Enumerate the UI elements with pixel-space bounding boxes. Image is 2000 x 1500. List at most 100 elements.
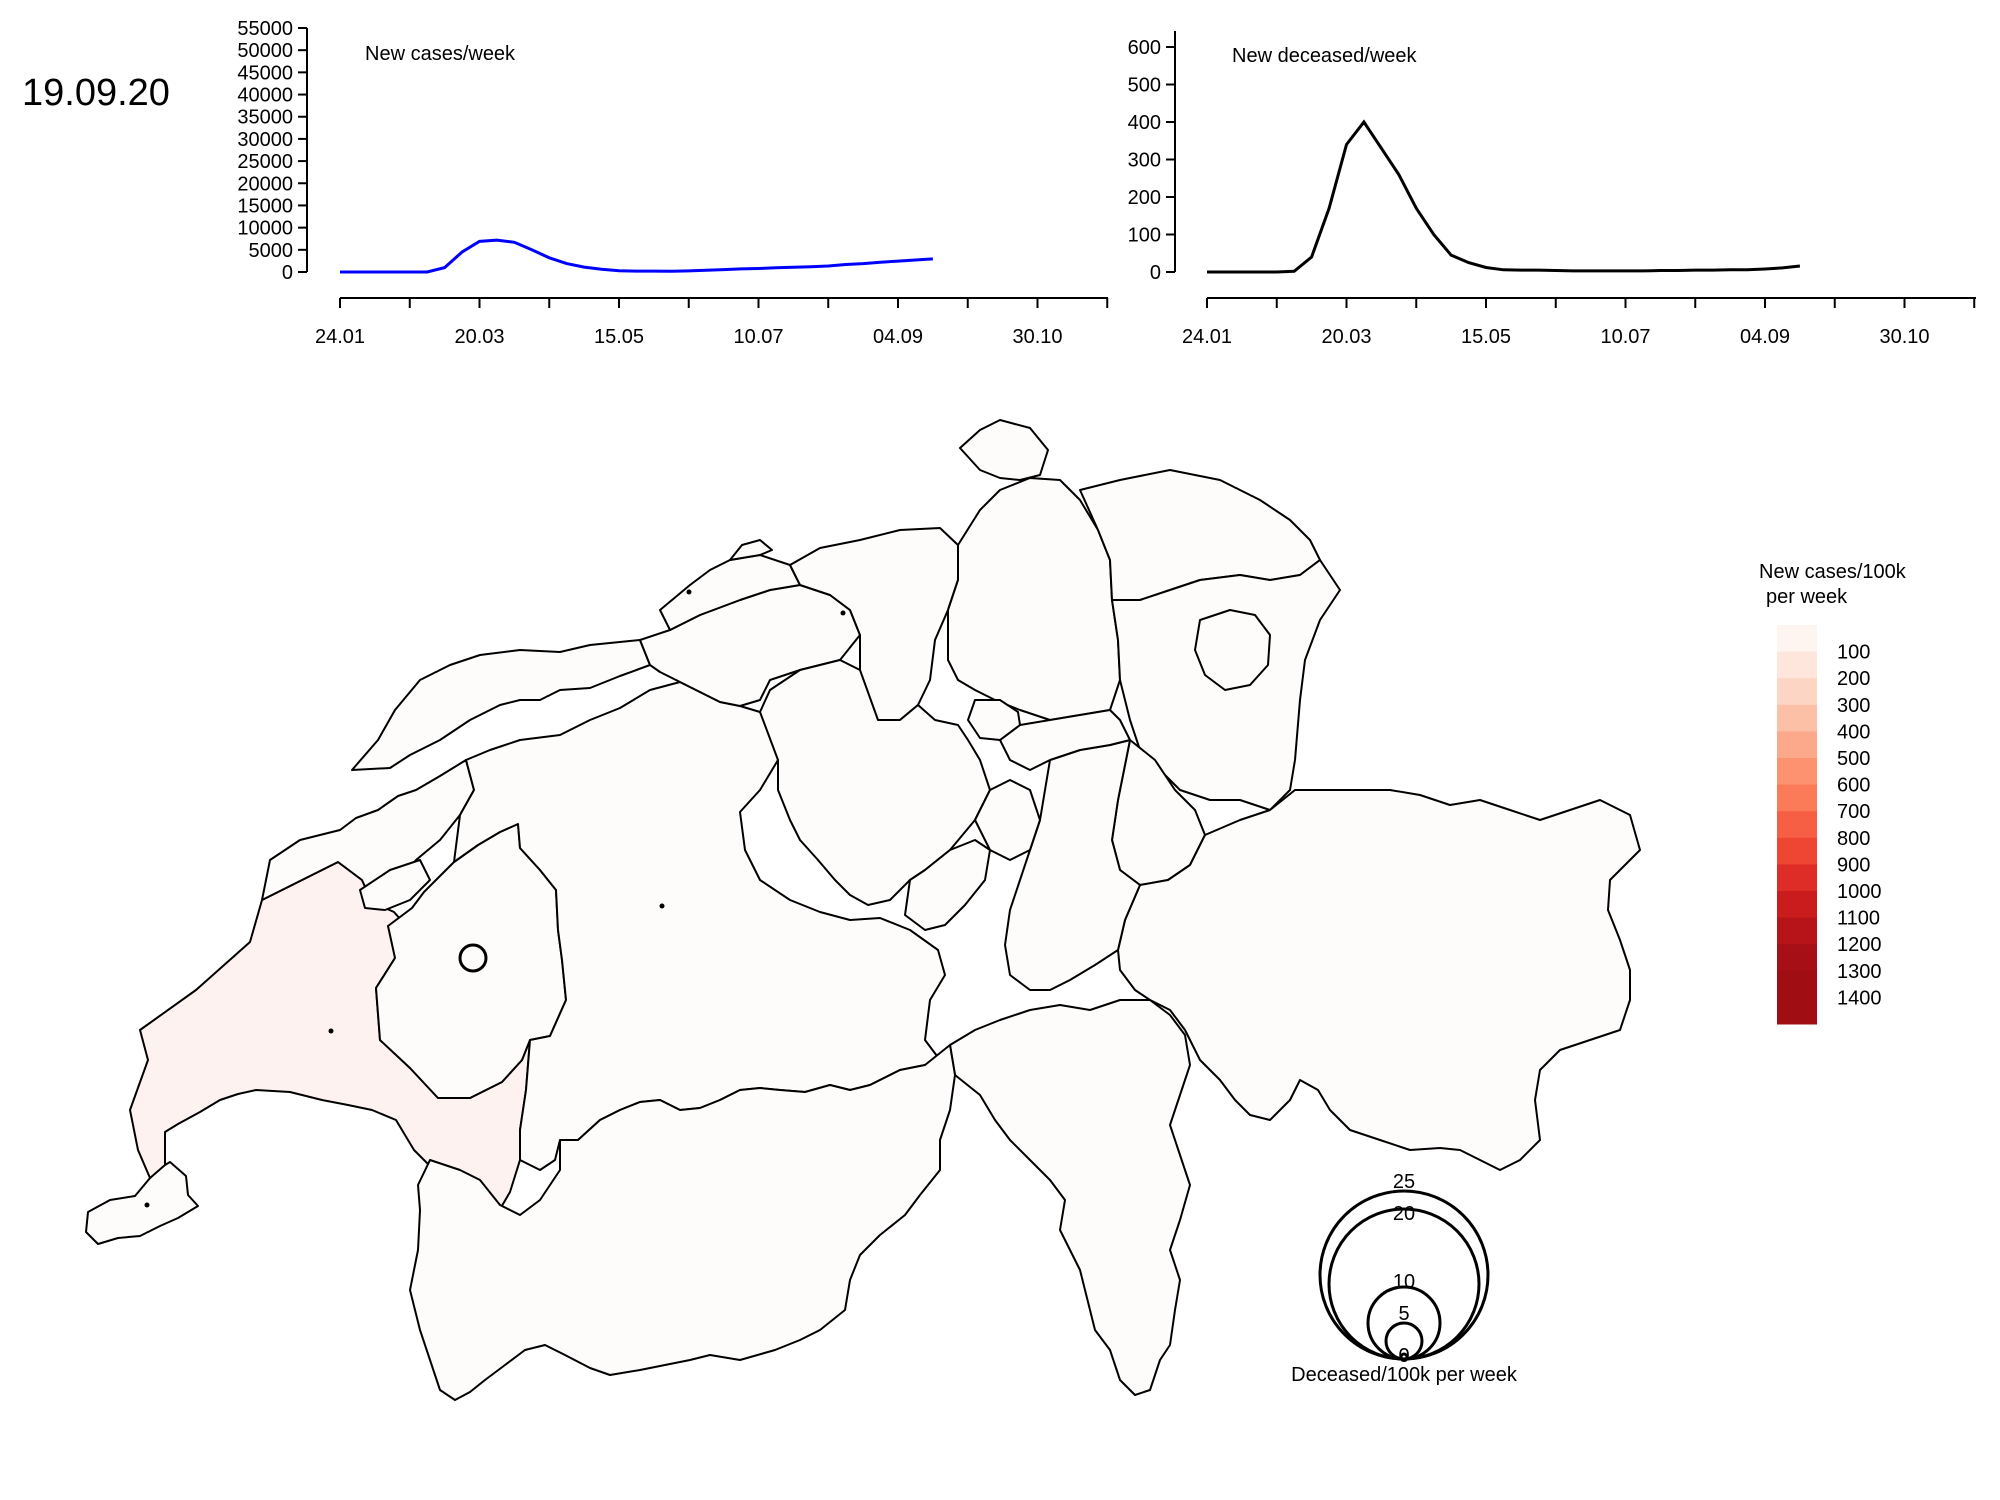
x-tick-label: 24.01: [1182, 326, 1232, 348]
y-tick-label: 0: [1150, 262, 1161, 284]
y-tick-label: 50000: [237, 40, 293, 62]
bubble-legend-title: Deceased/100k per week: [1291, 1364, 1518, 1386]
legend-label: 1100: [1837, 908, 1880, 930]
city-dot-basel: [686, 589, 692, 595]
x-tick-label: 20.03: [454, 326, 504, 348]
canton-graubuenden[interactable]: [1117, 789, 1641, 1171]
x-tick-label: 30.10: [1879, 326, 1929, 348]
chart-new-deceased-y-ticks: 0 100 200 300 400 500 600: [1128, 37, 1175, 284]
y-tick-label: 35000: [237, 107, 293, 129]
bubble-legend-circle-0: [1399, 1352, 1409, 1362]
legend-swatch: [1777, 625, 1817, 653]
legend-label: 300: [1837, 695, 1870, 717]
bubble-legend-value-20: 20: [1393, 1203, 1415, 1225]
chart-new-cases-x-ticks: 24.01 20.03 15.05 10.07 04.09 30.10: [315, 298, 1109, 348]
legend-swatch: [1777, 837, 1817, 865]
x-tick-label: 10.07: [733, 326, 783, 348]
canton-jura[interactable]: [351, 639, 651, 771]
lake-neuchatel: [359, 859, 431, 911]
legend-label: 700: [1837, 801, 1870, 823]
cases-color-legend: New cases/100k per week 100 200 300 400 500 6…: [1759, 561, 1907, 1025]
legend-swatch: [1777, 784, 1817, 812]
canton-obwalden[interactable]: [904, 839, 991, 931]
canton-aargau[interactable]: [789, 527, 959, 721]
city-dot-bern: [659, 903, 665, 909]
x-tick-label: 10.07: [1600, 326, 1650, 348]
city-dot-zurich: [840, 610, 846, 616]
legend-label: 900: [1837, 854, 1870, 876]
city-dot-geneva: [144, 1202, 150, 1208]
legend-label: 1400: [1837, 987, 1882, 1009]
canton-basel-stadt[interactable]: [729, 539, 773, 561]
canton-zurich[interactable]: [947, 477, 1121, 721]
legend-label: 1200: [1837, 934, 1882, 956]
chart-new-deceased-x-ticks: 24.01 20.03 15.05 10.07 04.09 30.10: [1182, 298, 1976, 348]
y-tick-label: 500: [1128, 75, 1161, 97]
y-tick-label: 100: [1128, 225, 1161, 247]
canton-zug[interactable]: [967, 699, 1021, 741]
x-tick-label: 15.05: [594, 326, 644, 348]
y-tick-label: 20000: [237, 173, 293, 195]
legend-label: 800: [1837, 828, 1870, 850]
legend-label: 1000: [1837, 881, 1882, 903]
y-tick-label: 55000: [237, 18, 293, 40]
y-tick-label: 10000: [237, 218, 293, 240]
x-tick-label: 20.03: [1321, 326, 1371, 348]
chart-new-deceased: New deceased/week 0 100 200 300 400 500 600 24…: [1128, 31, 1976, 348]
chart-new-cases: New cases/week 0500010000150002000025000…: [237, 18, 1109, 348]
deceased-bubble-fribourg: [458, 943, 488, 973]
switzerland-map: [85, 419, 1641, 1401]
date-label: 19.09.20: [22, 72, 170, 114]
y-tick-label: 0: [282, 262, 293, 284]
legend-swatch: [1777, 864, 1817, 892]
bubble-legend-value-25: 25: [1393, 1171, 1415, 1193]
canton-valais[interactable]: [409, 1044, 956, 1401]
y-tick-label: 25000: [237, 151, 293, 173]
x-tick-label: 30.10: [1012, 326, 1062, 348]
legend-swatch: [1777, 811, 1817, 839]
legend-swatch: [1777, 651, 1817, 679]
chart-new-deceased-title: New deceased/week: [1232, 45, 1418, 67]
legend-swatch: [1777, 758, 1817, 786]
chart-new-cases-y-ticks: 0500010000150002000025000300003500040000…: [237, 18, 307, 284]
city-dot-lausanne: [328, 1028, 334, 1034]
legend-swatch: [1777, 678, 1817, 706]
bubble-legend-value-0: 0: [1398, 1345, 1409, 1367]
canton-schaffhausen[interactable]: [959, 419, 1049, 481]
chart-new-cases-title: New cases/week: [365, 43, 516, 65]
legend-label: 500: [1837, 748, 1870, 770]
legend-label: 400: [1837, 721, 1870, 743]
legend-swatch: [1777, 944, 1817, 972]
legend-label: 1300: [1837, 961, 1882, 983]
legend-title-line1: New cases/100k: [1759, 561, 1907, 583]
canton-ticino[interactable]: [949, 999, 1191, 1396]
y-tick-label: 200: [1128, 187, 1161, 209]
y-tick-label: 40000: [237, 85, 293, 107]
bubble-legend: 25 20 10 5 0 Deceased/100k per week: [1291, 1171, 1518, 1386]
x-tick-label: 04.09: [873, 326, 923, 348]
canton-nidwalden[interactable]: [974, 779, 1041, 861]
canton-geneva[interactable]: [85, 1161, 199, 1245]
x-tick-label: 24.01: [315, 326, 365, 348]
legend-label: 100: [1837, 642, 1870, 664]
y-tick-label: 15000: [237, 195, 293, 217]
legend-swatch: [1777, 997, 1817, 1025]
legend-swatch: [1777, 731, 1817, 759]
canton-vaud[interactable]: [129, 861, 531, 1217]
y-tick-label: 30000: [237, 129, 293, 151]
canton-uri[interactable]: [1004, 739, 1141, 991]
legend-swatch: [1777, 704, 1817, 732]
bubble-legend-value-10: 10: [1393, 1271, 1415, 1293]
legend-title-line2: per week: [1766, 586, 1848, 608]
legend-labels: 100 200 300 400 500 600 700 800 900 1000 1100 1200 1…: [1837, 642, 1882, 1010]
y-tick-label: 45000: [237, 62, 293, 84]
y-tick-label: 300: [1128, 150, 1161, 172]
y-tick-label: 5000: [249, 240, 294, 262]
legend-swatch: [1777, 891, 1817, 919]
chart-new-deceased-series-line: [1207, 119, 1801, 274]
canton-appenzell[interactable]: [1194, 609, 1271, 691]
x-tick-label: 15.05: [1461, 326, 1511, 348]
y-tick-label: 600: [1128, 37, 1161, 59]
y-tick-label: 400: [1128, 112, 1161, 134]
